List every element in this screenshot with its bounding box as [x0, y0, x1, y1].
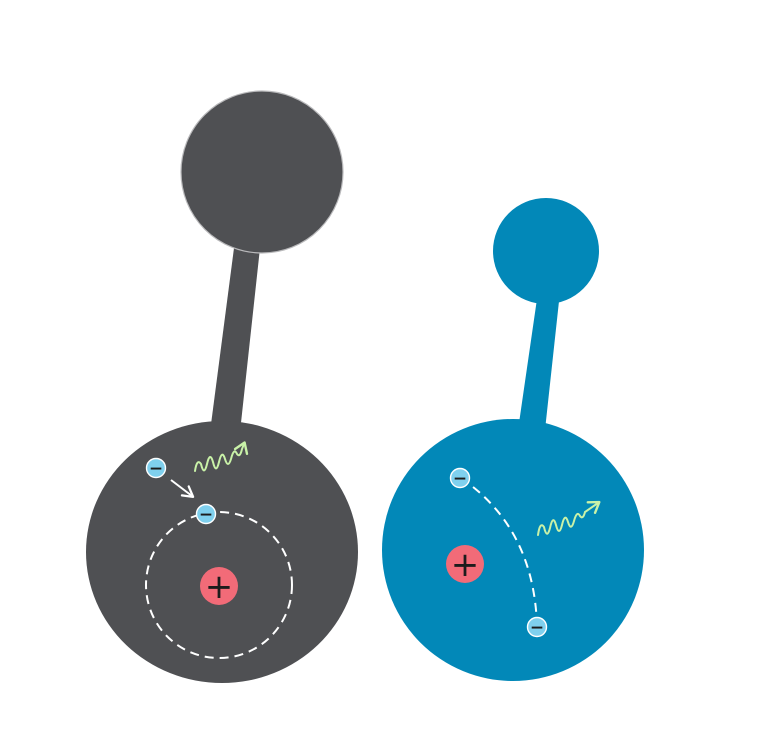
right-nucleus: + [446, 545, 484, 585]
left-free-electron: − [145, 457, 167, 479]
left-bound-electron: − [195, 503, 217, 525]
right-body-circle [382, 419, 644, 681]
left-nucleus-sign: + [205, 567, 234, 607]
left-orbit-path [145, 511, 293, 659]
left-emitted-photon [194, 441, 249, 472]
right-stem [518, 292, 560, 430]
left-nucleus: + [200, 567, 238, 607]
left-capture-arrow [170, 479, 195, 498]
right-emitted-photon [537, 500, 601, 536]
right-electron-end: − [526, 616, 548, 638]
left-stem [210, 248, 260, 432]
left-free-electron-sign: − [149, 459, 163, 479]
right-electron-path [460, 477, 538, 627]
right-model: − − + [382, 198, 644, 681]
left-body-circle [86, 421, 358, 683]
left-bound-electron-sign: − [199, 505, 213, 525]
right-electron-start: − [449, 467, 471, 489]
left-head-circle [180, 90, 344, 254]
left-model: − − + [86, 90, 358, 683]
right-electron-start-sign: − [453, 469, 467, 489]
right-head-circle [493, 198, 599, 304]
right-electron-end-sign: − [530, 618, 544, 638]
right-nucleus-sign: + [451, 545, 480, 585]
